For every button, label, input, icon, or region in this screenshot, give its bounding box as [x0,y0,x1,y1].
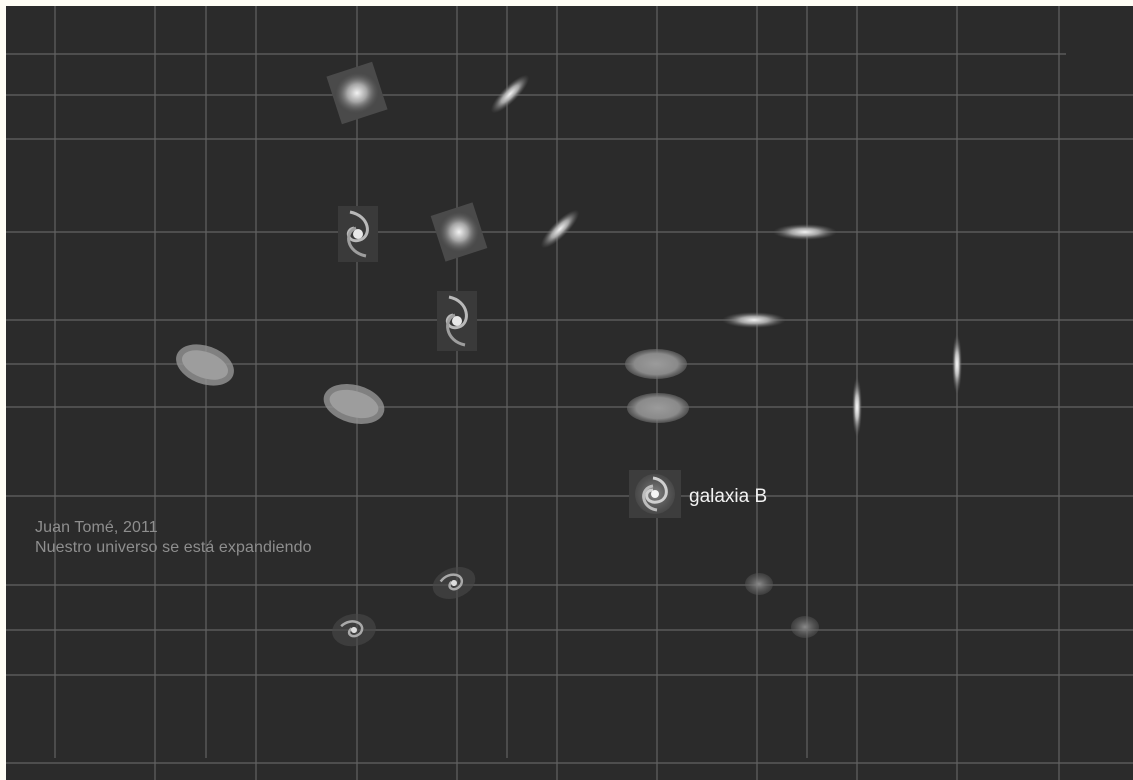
galaxy-spike-1 [952,334,962,394]
galaxy-spike-2 [852,377,862,437]
credit-caption: Juan Tomé, 2011 Nuestro universo se está… [35,518,312,558]
galaxy-disk-1 [490,74,530,114]
galaxy-small-2 [791,616,819,638]
galaxy-expansion-image: Juan Tomé, 2011 Nuestro universo se está… [6,6,1133,780]
galaxy-elliptical-2 [627,393,689,423]
galaxy-b [629,470,681,518]
galaxy-small-1 [745,573,773,595]
galaxy-spiral-lower-2 [332,613,376,647]
galaxies-layer [176,61,962,647]
galaxy-spiral-lower-1 [432,567,476,599]
credit-author: Juan Tomé, 2011 [35,519,158,536]
galaxy-spiral-tile-1 [338,206,378,262]
galaxy-disk-2 [540,209,580,249]
galaxy-elliptical-1 [625,349,687,379]
galaxy-face-on-1 [326,61,388,125]
galaxy-spiral-tile-2 [437,291,477,351]
galaxy-edge-on-1 [773,224,837,240]
galaxy-face-on-2 [430,202,488,262]
galaxy-barred-1 [176,344,234,386]
galaxy-edge-on-2 [722,312,786,328]
credit-description: Nuestro universo se está expandiendo [35,539,312,556]
galaxy-b-label: galaxia B [689,486,768,507]
galaxy-barred-2 [323,383,385,425]
